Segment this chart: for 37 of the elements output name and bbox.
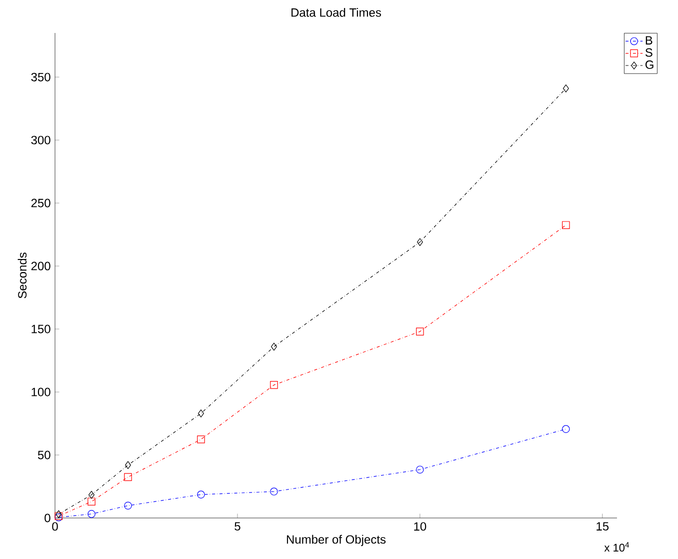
point <box>124 502 132 510</box>
point <box>270 342 277 351</box>
legend-label: B <box>646 36 652 44</box>
y-tick-label: 350 <box>31 72 50 82</box>
y-tick-label: 300 <box>31 136 50 144</box>
point <box>562 84 569 92</box>
point <box>124 461 131 469</box>
point <box>562 221 570 229</box>
point <box>88 498 96 506</box>
point <box>270 381 278 389</box>
point <box>88 490 94 499</box>
point <box>416 238 423 246</box>
point <box>197 490 205 498</box>
point <box>270 488 278 496</box>
legend-label: S <box>645 48 652 57</box>
y-tick-label: 250 <box>31 198 50 208</box>
x-tick-label: 10 <box>414 522 426 531</box>
y-axis-title: Seconds <box>18 252 27 298</box>
y-tick-label: 200 <box>31 262 50 270</box>
y-tick-label: 100 <box>32 388 50 396</box>
text: x 10$^{4}$ <box>604 542 630 552</box>
point <box>416 466 424 474</box>
y-tick-label: 150 <box>32 324 50 334</box>
x-tick-label: 15 <box>596 522 609 531</box>
x-axis-title: Number of Objects <box>286 534 386 546</box>
chart-title: Data Load Times <box>292 8 382 17</box>
y-tick-label: 0 <box>44 514 50 522</box>
point <box>88 510 96 518</box>
y-tick-label: 50 <box>38 450 50 460</box>
point <box>197 435 205 444</box>
point <box>198 410 204 418</box>
x-tick-label: 5 <box>234 522 240 531</box>
point <box>124 473 132 481</box>
point <box>562 425 570 433</box>
x-tick-label: 0 <box>52 522 58 531</box>
legend-label: G <box>645 60 654 69</box>
point <box>416 328 424 336</box>
